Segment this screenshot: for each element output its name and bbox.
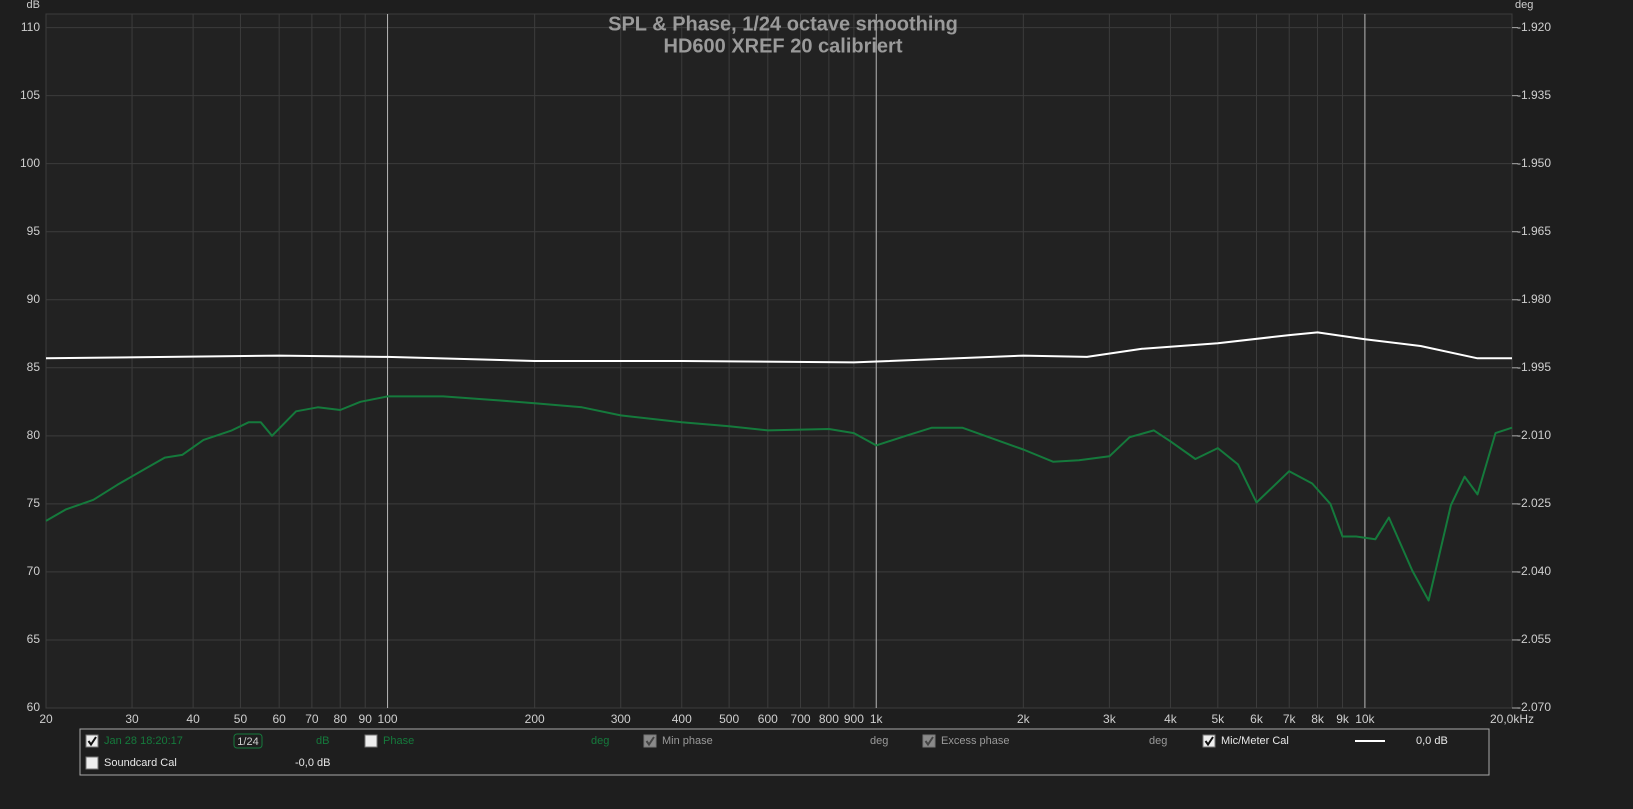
y2-tick-label: -1.995 — [1517, 360, 1551, 374]
x-tick-label: 4k — [1164, 712, 1178, 726]
x-tick-label: 900 — [844, 712, 864, 726]
x-tick-label: 50 — [234, 712, 248, 726]
x-tick-label: 70 — [305, 712, 319, 726]
smoothing-label: 1/24 — [237, 736, 258, 748]
legend-unit: deg — [1149, 735, 1167, 747]
legend-checkbox-check — [87, 736, 97, 747]
x-tick-label: 3k — [1103, 712, 1117, 726]
x-tick-label: 6k — [1250, 712, 1264, 726]
x-tick-label: 1k — [870, 712, 884, 726]
legend-label: Excess phase — [941, 735, 1009, 747]
x-tick-label: 700 — [791, 712, 811, 726]
y2-tick-label: -2.070 — [1517, 700, 1551, 714]
y2-tick-label: -1.935 — [1517, 88, 1551, 102]
legend-unit: deg — [591, 735, 609, 747]
legend-label: Mic/Meter Cal — [1221, 735, 1289, 747]
legend-unit: deg — [870, 735, 888, 747]
x-tick-label: 20,0kHz — [1490, 712, 1534, 726]
legend-checkbox — [85, 734, 99, 748]
x-tick-label: 90 — [359, 712, 373, 726]
y2-tick-label: -1.920 — [1517, 20, 1551, 34]
y-tick-label: 90 — [27, 292, 41, 306]
y2-tick-label: -1.965 — [1517, 224, 1551, 238]
y-tick-label: 100 — [20, 156, 40, 170]
legend-checkbox-check — [1204, 736, 1214, 747]
y-tick-label: 80 — [27, 428, 41, 442]
y-unit: dB — [27, 0, 40, 11]
x-tick-label: 300 — [611, 712, 631, 726]
y2-tick-label: -2.025 — [1517, 496, 1551, 510]
y-tick-label: 85 — [27, 360, 41, 374]
x-tick-label: 10k — [1355, 712, 1375, 726]
legend-checkbox — [1202, 734, 1216, 748]
x-tick-label: 40 — [186, 712, 200, 726]
x-tick-label: 100 — [378, 712, 398, 726]
series-line — [45, 331, 1512, 364]
smoothing-box — [233, 733, 263, 749]
x-tick-label: 9k — [1336, 712, 1350, 726]
y-tick-label: 105 — [20, 88, 40, 102]
y2-tick-label: -2.040 — [1517, 564, 1551, 578]
x-tick-label: 80 — [334, 712, 348, 726]
legend-unit: dB — [316, 735, 329, 747]
legend-label: Min phase — [662, 735, 713, 747]
x-tick-label: 500 — [719, 712, 739, 726]
y-tick-label: 65 — [27, 632, 41, 646]
y-tick-label: 60 — [27, 700, 41, 714]
y2-unit: deg — [1515, 0, 1533, 11]
chart-subtitle: HD600 XREF 20 calibriert — [664, 35, 903, 57]
legend-checkbox — [643, 734, 657, 748]
x-tick-label: 30 — [125, 712, 139, 726]
x-tick-label: 20 — [39, 712, 53, 726]
x-tick-label: 8k — [1311, 712, 1325, 726]
legend-label: Jan 28 18:20:17 — [104, 735, 183, 747]
y-tick-label: 70 — [27, 564, 41, 578]
legend-checkbox-check — [924, 736, 934, 747]
legend-checkbox — [364, 734, 378, 748]
legend-checkbox — [922, 734, 936, 748]
y-tick-label: 75 — [27, 496, 41, 510]
chart-title: SPL & Phase, 1/24 octave smoothing — [608, 13, 958, 35]
legend-offset: -0,0 dB — [295, 757, 330, 769]
x-tick-label: 400 — [672, 712, 692, 726]
x-tick-label: 600 — [758, 712, 778, 726]
x-tick-label: 800 — [819, 712, 839, 726]
legend-checkbox-check — [645, 736, 655, 747]
legend-offset: 0,0 dB — [1416, 735, 1448, 747]
series-line — [45, 395, 1513, 602]
y2-tick-label: -2.010 — [1517, 428, 1551, 442]
y-tick-label: 95 — [27, 224, 41, 238]
y2-tick-label: -1.980 — [1517, 292, 1551, 306]
x-tick-label: 5k — [1211, 712, 1225, 726]
legend-box — [79, 728, 1490, 776]
x-tick-label: 2k — [1017, 712, 1031, 726]
y2-tick-label: -2.055 — [1517, 632, 1551, 646]
x-tick-label: 60 — [272, 712, 286, 726]
legend-label: Soundcard Cal — [104, 757, 177, 769]
y-tick-label: 110 — [21, 20, 40, 34]
x-tick-label: 7k — [1283, 712, 1297, 726]
legend-checkbox — [85, 756, 99, 770]
x-tick-label: 200 — [525, 712, 545, 726]
y2-tick-label: -1.950 — [1517, 156, 1551, 170]
legend-label: Phase — [383, 735, 414, 747]
